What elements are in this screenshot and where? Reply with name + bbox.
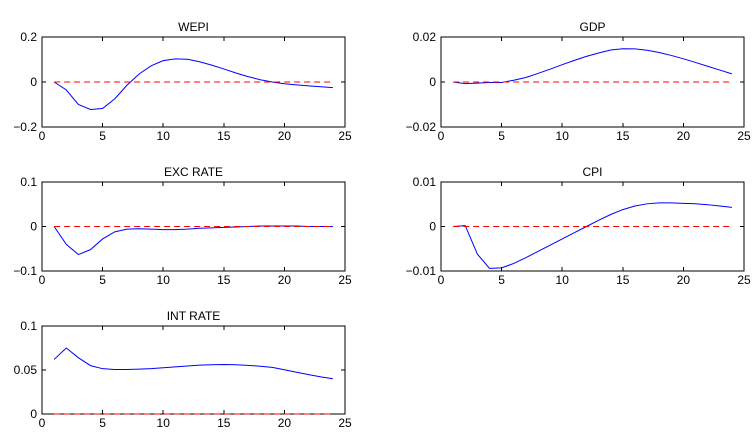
x-tick-label: 15	[616, 129, 630, 143]
chart-title: INT RATE	[167, 309, 221, 323]
x-tick-label: 15	[217, 273, 231, 287]
y-tick-label: 0.02	[413, 30, 437, 44]
y-tick-label: 0.05	[14, 363, 38, 377]
y-tick-label: 0	[30, 407, 37, 421]
impulse-response-line	[53, 58, 333, 110]
x-tick-label: 5	[498, 273, 505, 287]
x-tick-label: 5	[99, 129, 106, 143]
impulse-response-line	[453, 48, 733, 85]
x-tick-label: 10	[157, 416, 171, 430]
y-tick-label: −0.1	[13, 264, 37, 278]
y-tick-label: 0	[30, 75, 37, 89]
y-tick-label: 0.01	[413, 175, 437, 189]
y-tick-label: −0.2	[13, 120, 37, 134]
x-tick-label: 15	[217, 129, 231, 143]
x-tick-label: 25	[737, 273, 751, 287]
impulse-response-line	[53, 347, 333, 380]
y-tick-label: 0.1	[20, 319, 37, 333]
subplot-int-rate: INT RATE 0 5 10 15 20 25 0 0.05 0.1	[14, 309, 352, 430]
x-tick-label: 15	[616, 273, 630, 287]
chart-title: GDP	[579, 20, 605, 34]
x-tick-label: 25	[737, 129, 751, 143]
x-tick-label: 0	[438, 129, 445, 143]
x-tick-label: 20	[278, 416, 292, 430]
x-tick-label: 0	[39, 416, 46, 430]
chart-title: CPI	[582, 165, 602, 179]
y-tick-label: −0.02	[406, 120, 437, 134]
y-tick-label: 0	[30, 220, 37, 234]
x-tick-label: 10	[556, 129, 570, 143]
chart-title: WEPI	[178, 20, 209, 34]
impulse-response-line	[453, 202, 732, 269]
x-tick-label: 0	[39, 273, 46, 287]
plot-frame	[41, 325, 346, 415]
y-tick-label: 0	[429, 75, 436, 89]
x-tick-label: 15	[217, 416, 231, 430]
x-tick-label: 10	[556, 273, 570, 287]
x-tick-label: 0	[438, 273, 445, 287]
y-tick-label: 0	[429, 220, 436, 234]
x-tick-label: 0	[39, 129, 46, 143]
x-tick-label: 20	[278, 129, 292, 143]
x-tick-label: 5	[99, 273, 106, 287]
y-tick-label: 0.1	[20, 175, 37, 189]
x-tick-label: 20	[677, 273, 691, 287]
x-tick-label: 25	[338, 416, 352, 430]
x-tick-label: 20	[677, 129, 691, 143]
y-tick-label: −0.01	[406, 264, 437, 278]
x-tick-label: 10	[157, 129, 171, 143]
x-tick-label: 25	[338, 129, 352, 143]
x-tick-label: 25	[338, 273, 352, 287]
x-tick-label: 20	[278, 273, 292, 287]
x-tick-label: 10	[157, 273, 171, 287]
chart-title: EXC RATE	[164, 165, 223, 179]
x-tick-label: 5	[99, 416, 106, 430]
x-tick-label: 5	[498, 129, 505, 143]
y-tick-label: 0.2	[20, 30, 37, 44]
